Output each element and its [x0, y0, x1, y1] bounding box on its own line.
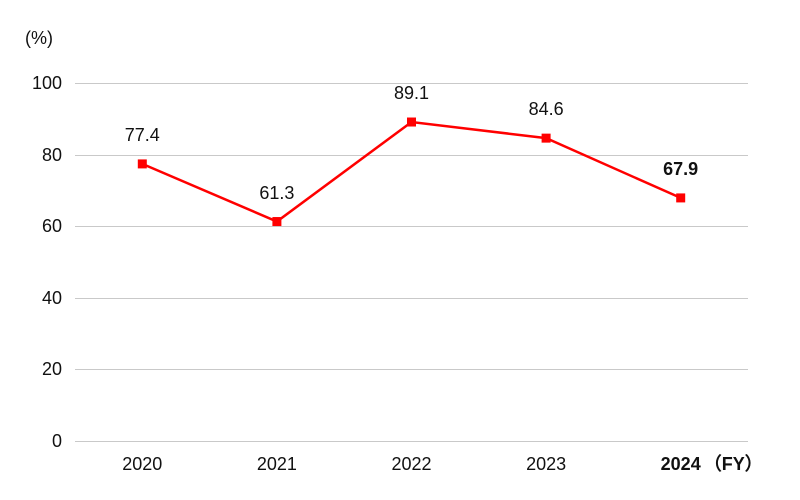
data-point-marker-2021 [272, 217, 282, 227]
data-label-2020: 77.4 [124, 124, 160, 145]
gridline-y-0 [75, 441, 748, 442]
gridline-y-80 [75, 154, 748, 156]
data-point-marker-2020 [137, 159, 147, 169]
y-axis-tick-label-80: 80 [41, 144, 62, 165]
x-axis-tick-label-2020: 2020 [122, 454, 163, 474]
series-line [141, 120, 682, 223]
x-axis-tick-label-2022: 2022 [391, 454, 432, 474]
y-axis-unit-label: (%) [25, 28, 53, 48]
data-point-marker-2023 [541, 133, 551, 143]
y-axis-tick-label-60: 60 [41, 216, 62, 237]
y-axis-tick-label-20: 20 [41, 359, 62, 380]
y-axis-tick-label-40: 40 [41, 287, 62, 308]
x-axis-tick-label-2023: 2023 [526, 454, 567, 474]
gridline-y-60 [75, 226, 748, 228]
data-label-2024: 67.9 [663, 158, 699, 179]
gridline-y-20 [75, 369, 748, 371]
data-label-2023: 84.6 [528, 99, 564, 120]
data-label-2021: 61.3 [259, 182, 295, 203]
data-point-marker-2024 [676, 193, 686, 203]
data-point-marker-2022 [407, 117, 416, 127]
y-axis-tick-label-100: 100 [31, 73, 62, 93]
gridline-y-100 [75, 83, 748, 84]
gridline-y-40 [75, 297, 748, 299]
x-axis-tick-label-2024: 2024 （FY） [660, 454, 763, 474]
fiscal-year-suffix: （FY） [703, 454, 763, 474]
x-axis-tick-label-2021: 2021 [256, 454, 297, 474]
y-axis-tick-label-0: 0 [51, 431, 62, 451]
data-label-2022: 89.1 [393, 83, 430, 104]
